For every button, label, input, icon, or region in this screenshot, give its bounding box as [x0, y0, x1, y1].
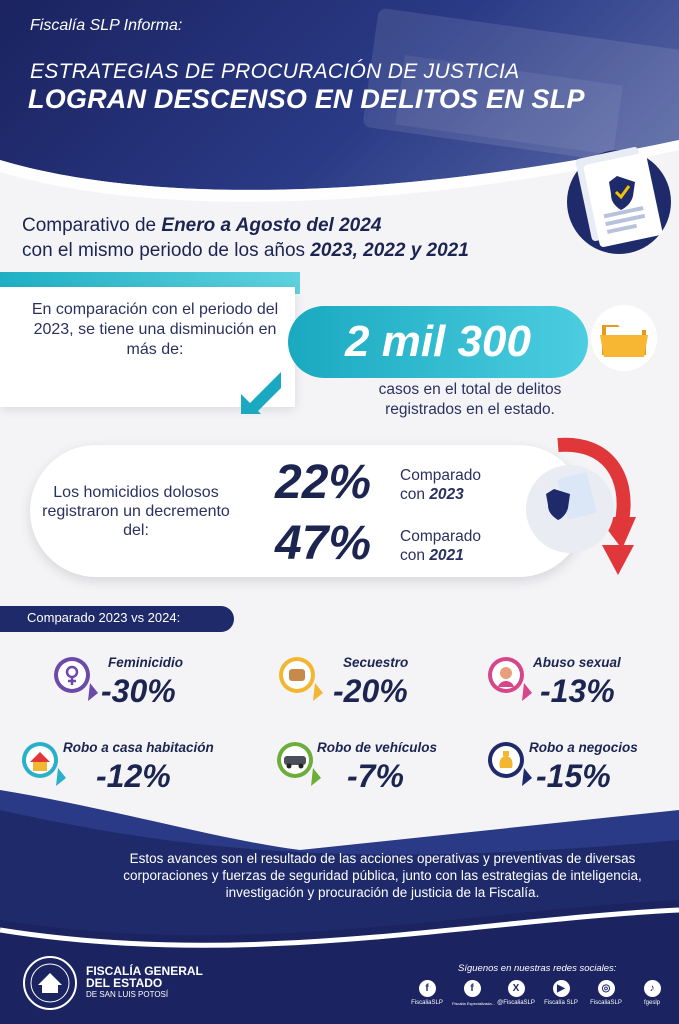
- social-facebook-2[interactable]: f Fiscalía Especializada...: [452, 980, 495, 1007]
- stat-value: -7%: [347, 758, 404, 794]
- stat-value: -12%: [96, 758, 171, 794]
- woman-icon: [488, 657, 532, 701]
- header-banner: [0, 0, 679, 190]
- handcuffs-icon: [279, 657, 323, 701]
- house-icon: [22, 742, 66, 786]
- folder-icon: [591, 305, 657, 371]
- amount-pill: [288, 306, 588, 378]
- homicide-compare-2023: Comparado con 2023: [400, 467, 481, 503]
- footer-background: [0, 790, 679, 1024]
- money-bag-icon: [488, 742, 532, 786]
- org-name-line-3: DE SAN LUIS POTOSÍ: [86, 990, 169, 999]
- comparison-tag: Comparado 2023 vs 2024:: [27, 610, 181, 625]
- social-youtube[interactable]: ▶ Fiscalía SLP: [541, 980, 581, 1007]
- youtube-icon: ▶: [552, 980, 570, 997]
- stat-value: -15%: [536, 758, 611, 794]
- homicide-intro: Los homicidios dolosos registraron un de…: [42, 484, 230, 539]
- arrow-down-left-icon: [241, 372, 281, 414]
- stat-label: Feminicidio: [108, 655, 184, 670]
- homicide-percent-2021: 47%: [275, 517, 372, 570]
- decrease-card: [0, 287, 295, 407]
- stat-value: -30%: [101, 673, 176, 709]
- seal-logo: [23, 956, 77, 1010]
- decrease-amount: 2 mil 300: [345, 317, 531, 366]
- homicide-percent-2023: 22%: [275, 456, 372, 509]
- follow-text: Síguenos en nuestras redes sociales:: [458, 963, 617, 974]
- comparison-tag-bar: [0, 606, 234, 632]
- decrease-description: casos en el total de delitos registrados…: [378, 381, 562, 418]
- kicker-text: Fiscalía SLP Informa:: [30, 17, 183, 34]
- social-instagram[interactable]: ◎ FiscaliaSLP: [586, 980, 626, 1007]
- stat-value: -20%: [333, 673, 408, 709]
- social-facebook[interactable]: f FiscaliaSLP: [407, 980, 447, 1007]
- header-wave: [0, 140, 679, 230]
- stat-label: Robo a casa habitación: [63, 740, 214, 755]
- stat-value: -13%: [540, 673, 615, 709]
- stat-label: Robo a negocios: [529, 740, 638, 755]
- homicide-card: [30, 445, 585, 577]
- x-icon: X: [507, 980, 525, 997]
- stat-label: Robo de vehículos: [317, 740, 438, 755]
- car-icon: [277, 742, 321, 786]
- social-tiktok[interactable]: ♪ fgeslp: [632, 980, 672, 1007]
- social-x[interactable]: X @FiscaliaSLP: [496, 980, 536, 1007]
- facebook-icon: f: [418, 980, 436, 997]
- comparison-heading: Comparativo de Enero a Agosto del 2024 c…: [22, 215, 469, 261]
- org-name-line-1: FISCALÍA GENERAL: [86, 964, 203, 978]
- title-line-2: LOGRAN DESCENSO EN DELITOS EN SLP: [28, 84, 585, 114]
- decrease-red-arrow-icon: [526, 437, 636, 575]
- decrease-intro: En comparación con el periodo del 2023, …: [31, 301, 279, 358]
- female-symbol-icon: [54, 657, 98, 701]
- title-line-1: ESTRATEGIAS DE PROCURACIÓN DE JUSTICIA: [30, 60, 520, 83]
- footer-note: Estos avances son el resultado de las ac…: [123, 851, 642, 900]
- stat-label: Abuso sexual: [533, 655, 621, 670]
- homicide-compare-2021: Comparado con 2021: [400, 528, 481, 564]
- stat-label: Secuestro: [343, 655, 409, 670]
- instagram-icon: ◎: [597, 980, 615, 997]
- facebook-icon: f: [463, 980, 481, 997]
- org-name-line-2: DEL ESTADO: [86, 976, 163, 990]
- document-shield-icon: [567, 147, 671, 254]
- tiktok-icon: ♪: [643, 980, 661, 997]
